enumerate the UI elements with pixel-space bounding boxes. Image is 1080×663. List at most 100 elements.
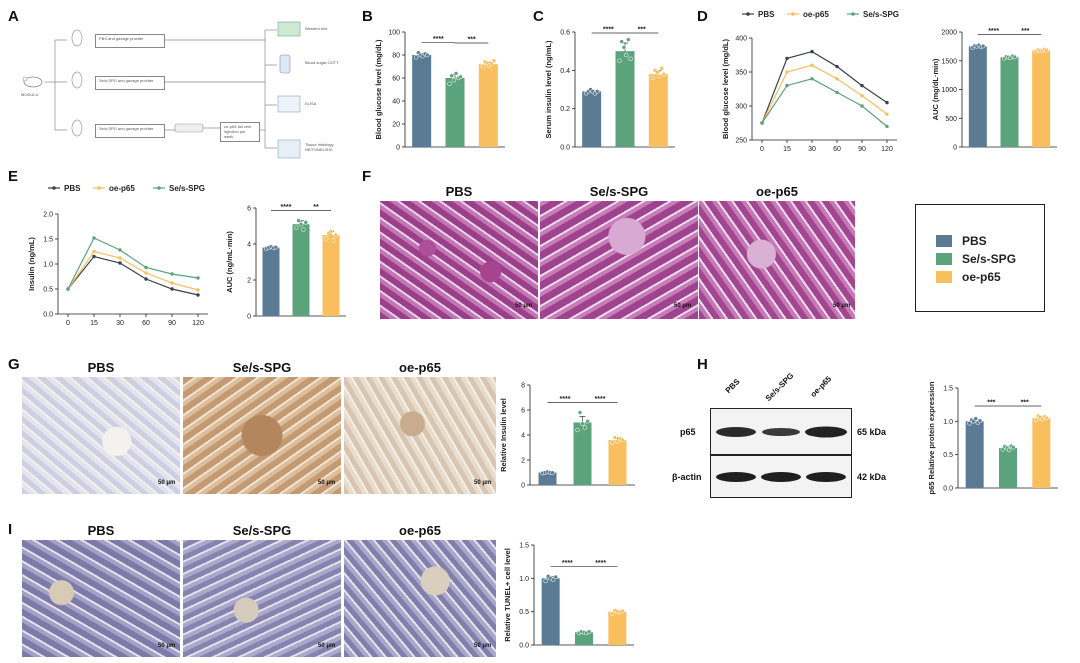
legend-label: oe-p65 [962, 270, 1001, 284]
series-point [760, 121, 764, 125]
image-title: Se/s-SPG [232, 360, 292, 375]
data-point [1011, 445, 1016, 450]
data-point [413, 55, 419, 60]
significance-label: ** [313, 204, 319, 211]
legend-marker [746, 12, 750, 16]
bar [965, 421, 984, 488]
series-point [196, 276, 200, 280]
western-blot-membrane [710, 408, 852, 498]
data-point [977, 418, 983, 423]
y-tick-label: 0.0 [519, 643, 529, 650]
step-box-oe-p65: oe-p65 tail vein injection per week [220, 122, 260, 142]
scale-bar: 50 μm [515, 303, 533, 309]
mouse-icon [71, 29, 83, 137]
series-point [835, 90, 839, 95]
wb-row-label: p65 [680, 427, 696, 437]
bar [538, 472, 557, 485]
scale-bar: 50 μm [158, 480, 176, 486]
scale-bar: 50 μm [674, 303, 692, 309]
mouse-icon [22, 76, 43, 88]
step-box-sspg2: Se/s-SPG and gavage proxiter [95, 124, 165, 138]
data-point [577, 410, 583, 415]
y-tick-label: 0.5 [519, 609, 529, 616]
bar [968, 46, 987, 147]
data-point [453, 71, 459, 76]
significance-label: **** [988, 28, 999, 35]
outcome-label: ELISA [305, 101, 317, 106]
series-point [885, 124, 889, 129]
bar [608, 440, 627, 485]
y-tick-label: 2.0 [43, 212, 53, 219]
series-point [92, 249, 96, 254]
y-tick-label: 1.5 [943, 386, 953, 393]
legend-label: oe-p65 [109, 184, 135, 193]
image-title: Se/s-SPG [589, 184, 649, 199]
series-point [196, 293, 200, 297]
bar [608, 611, 627, 645]
x-tick-label: 15 [783, 146, 791, 153]
y-axis-label: p65 Relative protein expression [927, 381, 936, 494]
series-point [785, 70, 789, 74]
data-point [594, 89, 600, 94]
mouse-model-label: MODULU [21, 92, 39, 97]
syringe-icon [174, 123, 213, 133]
x-tick-label: 90 [168, 320, 176, 327]
image-title: Se/s-SPG [232, 523, 292, 538]
y-axis-label: Relative Insulin level [500, 398, 508, 472]
wb-col-label: Se/s-SPG [763, 371, 796, 403]
scale-bar: 50 μm [833, 303, 851, 309]
panel-label-i: I [8, 521, 13, 538]
chart-d-ogtt-line: 250 300 350 400 Blood glucose level (mg/dL) 0… [721, 10, 899, 153]
western-blot-icon [277, 21, 301, 37]
y-tick-label: 8 [521, 383, 525, 390]
data-point [550, 470, 555, 475]
bar [573, 422, 592, 485]
data-point [333, 232, 339, 238]
panel-a-schematic: MODULU PBS and gavage proxiter Se/s-SPG … [15, 20, 355, 165]
data-point [967, 421, 972, 426]
legend-marker [52, 186, 56, 190]
data-point [1012, 54, 1017, 60]
outcome-label: Blood sugar OGTT [305, 60, 339, 65]
series-line [67, 255, 199, 296]
wb-band [716, 427, 756, 437]
schematic-lines [22, 21, 301, 159]
y-tick-label: 1.0 [519, 576, 529, 583]
scale-bar: 50 μm [318, 480, 336, 486]
x-tick-label: 15 [90, 320, 98, 327]
he-micrograph-sspg [540, 201, 698, 319]
scale-bar: 50 μm [474, 480, 492, 486]
wb-col-label: PBS [723, 377, 742, 395]
series-point [118, 261, 122, 265]
x-tick-label: 120 [192, 320, 204, 327]
legend-swatch [936, 235, 952, 247]
data-point [973, 416, 978, 421]
significance-label: **** [281, 204, 292, 211]
series-point [835, 77, 839, 81]
y-tick-label: 0.2 [560, 106, 570, 113]
y-tick-label: 80 [392, 53, 400, 60]
data-point [491, 58, 497, 63]
bar [412, 55, 432, 147]
y-tick-label: 300 [735, 104, 747, 111]
legend-swatch [936, 253, 952, 265]
series-point [860, 104, 864, 108]
data-point [586, 629, 592, 634]
legend-label: PBS [64, 184, 81, 193]
y-tick-label: 4 [521, 433, 525, 440]
y-tick-label: 6 [521, 408, 525, 415]
chart-e-insulin-line: 0.0 0.5 1.0 1.5 2.0 Insulin (ng/mL) 0 15 30 60 90 1… [27, 184, 208, 327]
series-point [785, 83, 789, 88]
panel-label-d: D [697, 8, 708, 25]
data-point [1044, 47, 1049, 53]
data-point [489, 61, 494, 67]
data-point [661, 71, 667, 77]
series-point [144, 277, 148, 281]
data-point [458, 74, 463, 80]
y-tick-label: 0 [953, 145, 957, 152]
data-point [659, 66, 664, 71]
x-tick-label: 30 [808, 146, 816, 153]
wb-size-label: 65 kDa [857, 427, 887, 437]
data-point [447, 81, 452, 86]
